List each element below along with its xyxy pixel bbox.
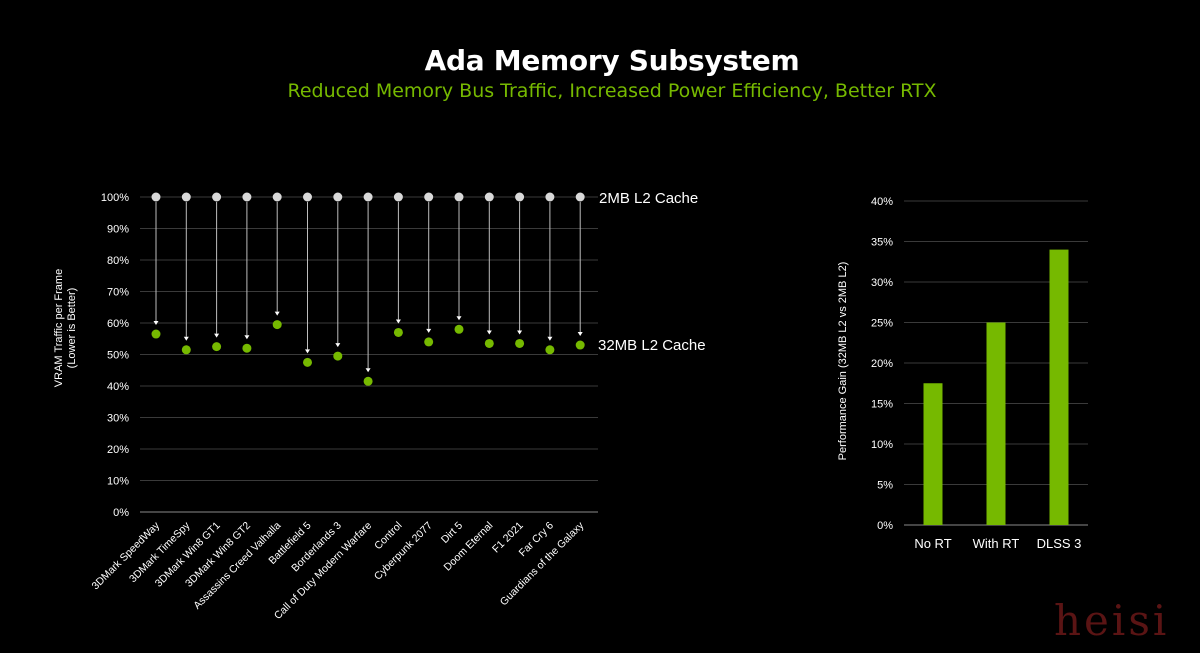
point-32mb-l2-cache <box>242 343 252 353</box>
point-32mb-l2-cache <box>484 338 494 348</box>
left-y-tick-label: 40% <box>107 381 129 393</box>
point-2mb-l2-cache <box>363 192 373 202</box>
vram-traffic-chart: 0% 10% 20% 30% 40% 50% 60% 70% 80% 90% 100% VRAM Tr… <box>53 190 706 622</box>
reduction-arrowhead <box>577 332 583 337</box>
performance-gain-chart: 0% 5% 10% 15% 20% 25% 30% 35% 40% Performance Gai… <box>837 196 1088 551</box>
point-2mb-l2-cache <box>181 192 191 202</box>
point-2mb-l2-cache <box>272 192 282 202</box>
point-2mb-l2-cache <box>393 192 403 202</box>
point-32mb-l2-cache <box>424 337 434 347</box>
reduction-arrowhead <box>153 321 159 326</box>
point-2mb-l2-cache <box>545 192 555 202</box>
point-2mb-l2-cache <box>454 192 464 202</box>
right-y-tick-label: 30% <box>871 277 893 289</box>
reduction-arrowhead <box>335 343 341 348</box>
left-y-axis-title: VRAM Traffic per Frame(Lower is Better) <box>53 269 78 387</box>
right-y-tick-label: 5% <box>877 480 893 492</box>
point-32mb-l2-cache <box>212 342 222 352</box>
performance-gain-bar <box>1049 249 1069 525</box>
reduction-arrowhead <box>486 330 492 335</box>
right-y-tick-label: 0% <box>877 520 893 532</box>
reduction-arrowhead <box>244 335 250 340</box>
point-32mb-l2-cache <box>393 327 403 337</box>
left-y-tick-label: 10% <box>107 476 129 488</box>
point-2mb-l2-cache <box>333 192 343 202</box>
point-32mb-l2-cache <box>454 324 464 334</box>
x-category-label: Dirt 5 <box>439 520 465 546</box>
reduction-arrowhead <box>547 336 553 341</box>
point-2mb-l2-cache <box>242 192 252 202</box>
point-32mb-l2-cache <box>515 338 525 348</box>
watermark-logo: heisi <box>1054 596 1170 645</box>
left-y-tick-label: 80% <box>107 255 129 267</box>
bar-category-label: No RT <box>914 536 951 551</box>
left-y-tick-label: 0% <box>113 507 129 519</box>
point-32mb-l2-cache <box>181 345 191 355</box>
right-y-tick-label: 20% <box>871 358 893 370</box>
right-y-tick-label: 40% <box>871 196 893 208</box>
point-32mb-l2-cache <box>151 329 161 339</box>
left-y-tick-label: 90% <box>107 224 129 236</box>
point-32mb-l2-cache <box>575 340 585 350</box>
bar-category-label: With RT <box>973 536 1020 551</box>
reduction-arrowhead <box>305 349 310 354</box>
point-2mb-l2-cache <box>515 192 525 202</box>
left-y-tick-label: 70% <box>107 287 129 299</box>
left-y-axis-title-note: (Lower is Better) <box>66 288 78 369</box>
reduction-arrowhead <box>274 311 280 316</box>
point-2mb-l2-cache <box>575 192 585 202</box>
slide-subtitle: Reduced Memory Bus Traffic, Increased Po… <box>287 80 937 102</box>
right-y-tick-label: 25% <box>871 318 893 330</box>
bar-category-label: DLSS 3 <box>1037 536 1082 551</box>
point-2mb-l2-cache <box>424 192 434 202</box>
right-y-tick-label: 10% <box>871 439 893 451</box>
point-2mb-l2-cache <box>303 192 312 202</box>
reduction-arrowhead <box>183 336 189 341</box>
left-y-tick-label: 30% <box>107 413 129 425</box>
point-32mb-l2-cache <box>363 376 373 386</box>
right-y-tick-label: 15% <box>871 399 893 411</box>
point-2mb-l2-cache <box>151 192 161 202</box>
point-32mb-l2-cache <box>545 345 555 355</box>
right-y-tick-label: 35% <box>871 237 893 249</box>
slide-title: Ada Memory Subsystem <box>424 44 800 77</box>
right-y-axis-title: Performance Gain (32MB L2 vs 2MB L2) <box>837 262 849 461</box>
point-2mb-l2-cache <box>484 192 494 202</box>
performance-gain-bar <box>923 383 943 525</box>
reduction-arrowhead <box>517 330 523 335</box>
reduction-arrowhead <box>214 333 220 338</box>
point-2mb-l2-cache <box>212 192 222 202</box>
left-y-axis-title-main: VRAM Traffic per Frame <box>53 269 65 387</box>
left-y-tick-label: 50% <box>107 350 129 362</box>
reduction-arrowhead <box>365 368 371 373</box>
reduction-arrowhead <box>395 319 401 324</box>
left-y-tick-label: 60% <box>107 318 129 330</box>
point-32mb-l2-cache <box>333 351 343 361</box>
point-32mb-l2-cache <box>272 320 282 330</box>
performance-gain-bar <box>986 322 1006 525</box>
point-32mb-l2-cache <box>303 357 312 367</box>
reduction-arrowhead <box>456 316 462 321</box>
left-y-tick-label: 20% <box>107 444 129 456</box>
reduction-arrowhead <box>426 328 432 333</box>
series-label-2mb: 2MB L2 Cache <box>599 190 698 207</box>
left-y-tick-label: 100% <box>101 192 129 204</box>
series-label-32mb: 32MB L2 Cache <box>598 337 706 354</box>
